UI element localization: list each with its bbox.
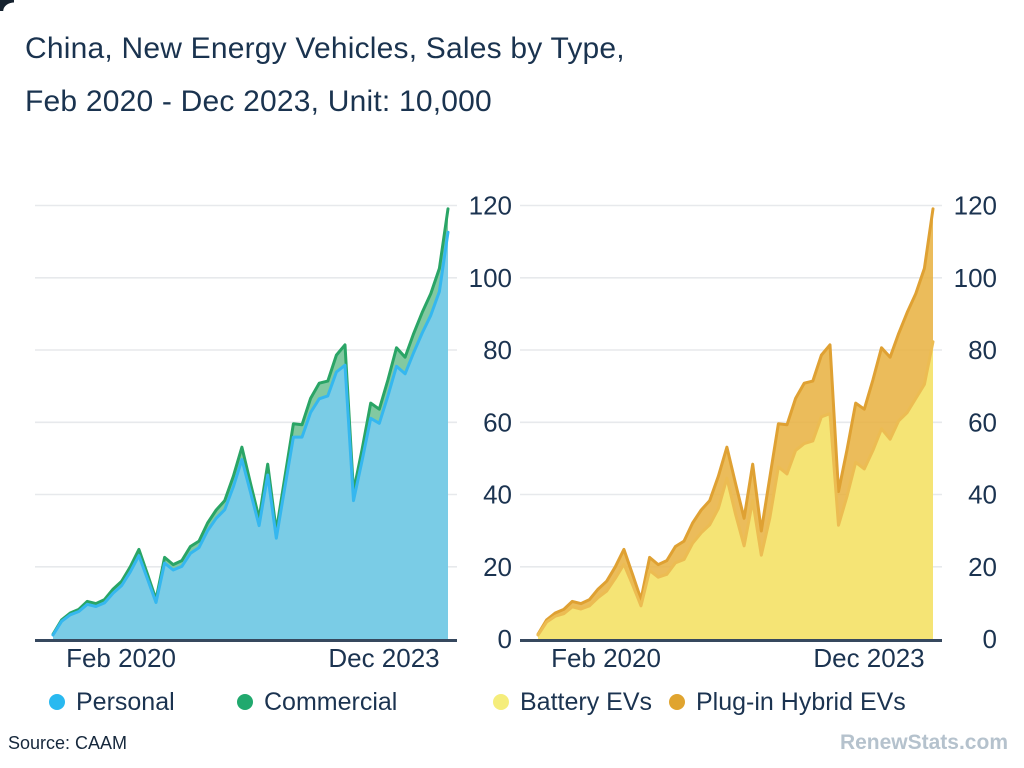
page-title-line1: China, New Energy Vehicles, Sales by Typ… (25, 32, 625, 65)
legend-label-commercial: Commercial (264, 687, 398, 716)
legend-label-plugin-hybrid-evs: Plug-in Hybrid EVs (696, 687, 906, 716)
y-tick-label-40: 40 (483, 480, 512, 510)
x-tick-label-feb-2020: Feb 2020 (66, 643, 176, 673)
legend-dot-battery-evs-icon (493, 694, 509, 710)
chart-bev-phev[interactable]: 0 20 40 60 80 100 120 Feb 2020 Dec 2023 (520, 196, 1000, 678)
y-tick-label-100: 100 (954, 263, 997, 293)
x-tick-label-dec-2023: Dec 2023 (328, 643, 439, 673)
legend-dot-commercial-icon (237, 694, 253, 710)
chart-personal-commercial[interactable]: 0 20 40 60 80 100 120 Feb 2020 Dec 2023 (35, 196, 515, 678)
y-tick-label-120: 120 (954, 196, 997, 221)
x-tick-label-dec-2023: Dec 2023 (813, 643, 924, 673)
corner-notch (0, 0, 14, 11)
legend-dot-plugin-hybrid-evs-icon (669, 694, 685, 710)
legend-item-battery-evs[interactable]: Battery EVs (493, 687, 652, 717)
y-tick-label-80: 80 (968, 335, 997, 365)
legend-label-battery-evs: Battery EVs (520, 687, 652, 716)
line-commercial (51, 207, 450, 636)
line-battery-evs (536, 340, 935, 637)
y-tick-label-120: 120 (469, 196, 512, 221)
y-tick-label-100: 100 (469, 263, 512, 293)
legend-item-commercial[interactable]: Commercial (237, 687, 397, 717)
line-personal (51, 230, 450, 637)
page-title-line2: Feb 2020 - Dec 2023, Unit: 10,000 (25, 85, 492, 118)
legend-item-plugin-hybrid-evs[interactable]: Plug-in Hybrid EVs (669, 687, 906, 717)
y-tick-label-40: 40 (968, 480, 997, 510)
area-personal (53, 232, 448, 639)
y-tick-label-80: 80 (483, 335, 512, 365)
watermark-link[interactable]: RenewStats.com (839, 731, 1008, 754)
page-title: China, New Energy Vehicles, Sales by Typ… (25, 22, 625, 128)
area-battery-evs (538, 341, 933, 639)
x-tick-label-feb-2020: Feb 2020 (551, 643, 661, 673)
y-tick-label-0: 0 (983, 624, 997, 654)
y-tick-label-60: 60 (483, 407, 512, 437)
y-tick-label-60: 60 (968, 407, 997, 437)
y-tick-label-20: 20 (968, 552, 997, 582)
legend-item-personal[interactable]: Personal (49, 687, 175, 717)
y-tick-label-0: 0 (498, 624, 512, 654)
y-tick-label-20: 20 (483, 552, 512, 582)
source-note: Source: CAAM (8, 733, 128, 753)
legend-label-personal: Personal (76, 687, 175, 716)
line-plug-in-hybrid-evs (536, 207, 935, 636)
legend-dot-personal-icon (49, 694, 65, 710)
